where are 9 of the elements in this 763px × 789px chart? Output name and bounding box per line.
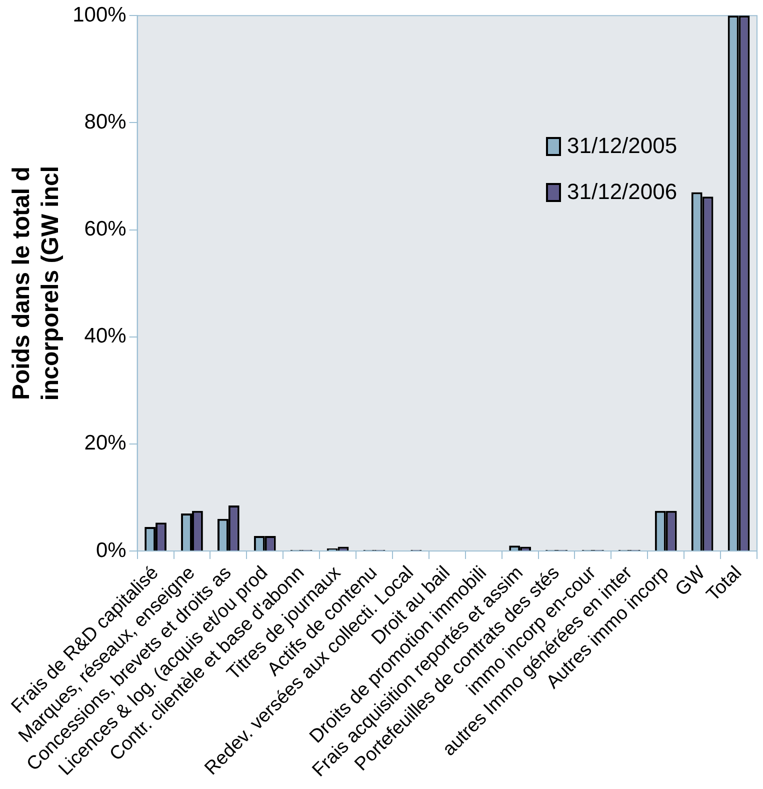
y-tick-label: 40% [84, 324, 126, 348]
y-tick-label: 100% [72, 3, 126, 26]
y-tick-label: 80% [84, 110, 126, 134]
legend-label: 31/12/2005 [567, 133, 678, 160]
y-axis-title: Poids dans le total d incorporels (GW incl [8, 166, 64, 401]
legend-label: 31/12/2006 [567, 179, 678, 206]
y-tick-label: 60% [84, 218, 126, 241]
y-tick-label: 0% [96, 538, 126, 562]
y-tick-label: 20% [84, 432, 126, 455]
